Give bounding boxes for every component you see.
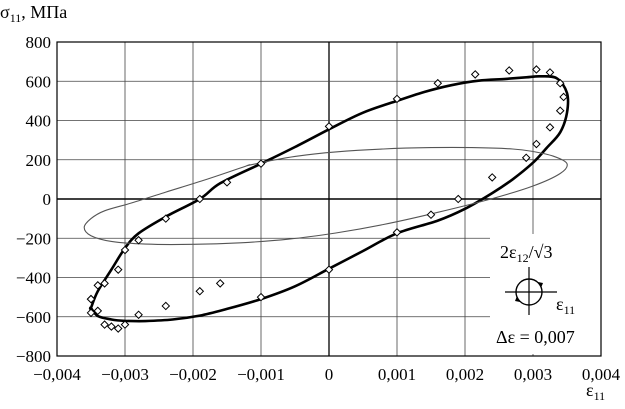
annotation-loading-circle xyxy=(515,278,543,306)
loading-path-annotation: 2ε12/√3 ε11 Δε = 0,007 xyxy=(490,234,610,354)
data-point-marker xyxy=(487,173,497,182)
data-point-marker xyxy=(532,65,541,74)
x-tick-label: 0,003 xyxy=(514,365,552,384)
annotation-axis-symbol: ε xyxy=(556,294,564,314)
x-tick-label: 0,002 xyxy=(446,365,484,384)
data-point-marker xyxy=(93,281,103,290)
x-axis-label: ε11 xyxy=(586,380,605,403)
data-point-marker xyxy=(521,153,531,163)
x-tick-label: 0 xyxy=(325,365,334,384)
data-point-marker xyxy=(134,310,143,320)
x-tick-label: −0,002 xyxy=(169,365,217,384)
annotation-arrow-icon xyxy=(538,282,543,288)
data-point-marker xyxy=(107,322,116,331)
shear-symbol: 2ε xyxy=(500,242,517,262)
series-lines xyxy=(83,74,570,323)
data-point-marker xyxy=(545,68,555,77)
x-tick-label: −0,001 xyxy=(237,365,285,384)
data-point-marker xyxy=(120,320,130,329)
data-point-marker xyxy=(392,228,402,237)
y-axis-unit: , МПа xyxy=(21,2,67,22)
data-point-marker xyxy=(222,178,232,187)
y-axis-subscript: 11 xyxy=(10,11,22,25)
x-axis-subscript: 11 xyxy=(594,389,606,403)
y-tick-label: −400 xyxy=(16,269,51,288)
strain-amplitude-label: Δε = 0,007 xyxy=(496,327,575,347)
y-tick-label: 200 xyxy=(26,151,52,170)
y-tick-label: −800 xyxy=(16,347,51,366)
data-point-marker xyxy=(113,265,123,274)
hysteresis-loop-curve xyxy=(88,74,570,323)
shear-label: 2ε12/√3 xyxy=(500,242,552,265)
y-axis-label: σ11, МПа xyxy=(0,2,67,25)
data-point-marker xyxy=(113,324,123,333)
data-point-marker xyxy=(256,159,266,168)
y-tick-label: 0 xyxy=(43,190,52,209)
x-tick-labels: −0,004 −0,003 −0,002 −0,001 0 0,001 0,002 0,003… xyxy=(33,365,621,384)
data-point-marker xyxy=(392,94,402,104)
shear-divisor: /√3 xyxy=(529,242,553,262)
data-point-marker xyxy=(134,235,143,245)
data-point-marker xyxy=(555,106,565,115)
annotation-axis-subscript: 11 xyxy=(564,303,576,317)
x-tick-label: −0,003 xyxy=(101,365,149,384)
y-tick-label: 400 xyxy=(26,112,52,131)
data-point-marker xyxy=(256,292,266,302)
data-point-marker xyxy=(470,70,480,79)
data-point-marker xyxy=(195,194,205,204)
data-markers xyxy=(86,65,568,333)
y-tick-label: −600 xyxy=(16,308,51,327)
annotation-arrow-icon xyxy=(515,296,520,302)
data-point-marker xyxy=(504,66,514,75)
data-point-marker xyxy=(86,308,96,318)
annotation-axis-label: ε11 xyxy=(556,294,575,317)
data-point-marker xyxy=(161,214,171,223)
annotation-background xyxy=(490,234,610,354)
shear-subscript: 12 xyxy=(517,251,529,265)
data-point-marker xyxy=(555,78,565,88)
data-point-marker xyxy=(559,92,568,102)
data-point-marker xyxy=(93,306,103,316)
data-point-marker xyxy=(100,320,109,329)
data-point-marker xyxy=(545,123,555,132)
x-tick-label: 0,001 xyxy=(378,365,416,384)
reference-ellipse-curve xyxy=(83,146,568,246)
data-point-marker xyxy=(324,265,334,274)
data-point-marker xyxy=(195,286,205,296)
data-point-marker xyxy=(161,301,171,311)
x-axis-symbol: ε xyxy=(586,380,594,400)
data-point-marker xyxy=(100,279,109,288)
data-point-marker xyxy=(324,122,334,131)
y-tick-label: 600 xyxy=(26,72,52,91)
y-tick-label: 800 xyxy=(26,33,52,52)
data-point-marker xyxy=(453,194,463,204)
data-point-marker xyxy=(532,139,541,149)
x-tick-label: −0,004 xyxy=(33,365,81,384)
y-tick-label: −200 xyxy=(16,229,51,248)
y-axis-symbol: σ xyxy=(0,2,10,22)
data-point-marker xyxy=(120,245,130,255)
data-point-marker xyxy=(215,279,225,288)
data-point-marker xyxy=(426,210,436,220)
data-point-marker xyxy=(86,294,96,304)
x-tick-label: 0,004 xyxy=(582,365,621,384)
plot-frame xyxy=(56,41,602,357)
y-tick-labels: 800 600 400 200 0 −200 −400 −600 −800 xyxy=(16,33,51,366)
data-point-marker xyxy=(433,78,443,88)
